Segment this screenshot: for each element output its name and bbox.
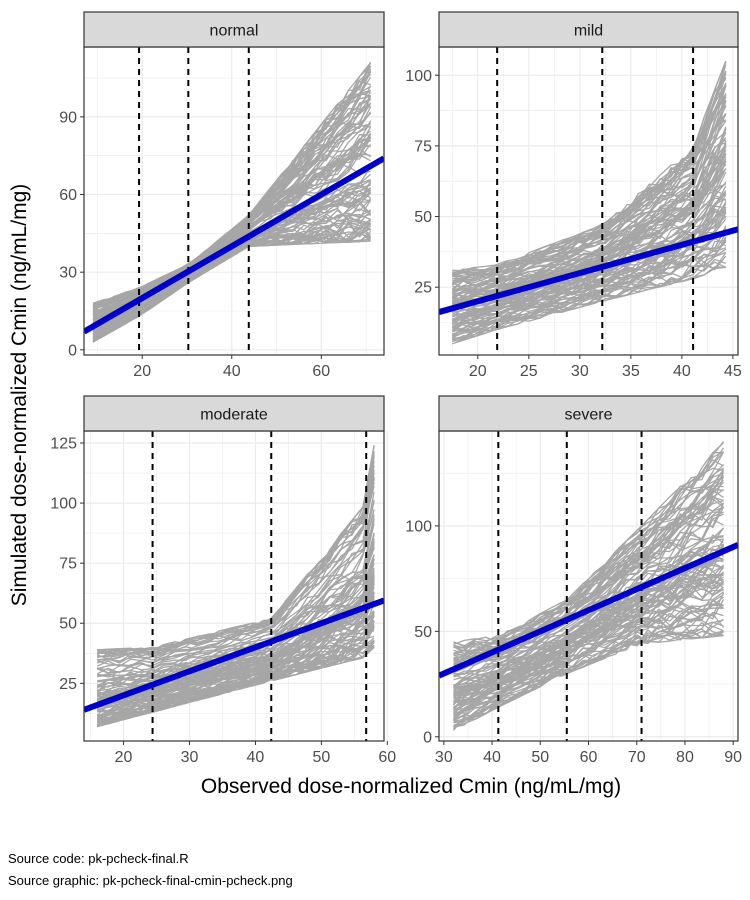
sim-line [452, 60, 727, 275]
x-tick-label: 20 [133, 363, 151, 380]
sim-line [453, 544, 725, 690]
sim-line [96, 509, 375, 675]
facet-strip [438, 11, 739, 48]
y-tick-label: 50 [414, 209, 432, 226]
x-tick-label: 30 [435, 749, 453, 766]
sim-line [97, 624, 375, 714]
sim-line [453, 629, 724, 724]
x-tick-label: 40 [673, 363, 691, 380]
y-tick-label: 60 [59, 187, 77, 204]
x-tick-label: 60 [580, 749, 598, 766]
x-tick-label: 50 [531, 749, 549, 766]
sim-line [96, 620, 375, 722]
sim-line [453, 594, 724, 719]
sim-line [451, 248, 727, 337]
x-tick-label: 30 [181, 749, 199, 766]
y-tick-label: 50 [414, 624, 432, 641]
y-tick-label: 0 [423, 729, 432, 746]
sim-line [452, 128, 727, 298]
sim-line [453, 604, 724, 711]
x-tick-label: 70 [628, 749, 646, 766]
identity-line [84, 597, 384, 713]
sim-line [453, 502, 725, 677]
y-axis-title: Simulated dose-normalized Cmin (ng/mL/mg… [8, 184, 31, 607]
sim-line [453, 543, 724, 688]
identity-line [439, 542, 738, 679]
sim-line [96, 465, 375, 661]
facet-mild: mild 20 25 30 35 40 45 25 50 75 100 [405, 11, 742, 380]
x-tick-label: 80 [676, 749, 694, 766]
y-tick-label: 100 [405, 518, 432, 535]
sim-line [451, 143, 727, 300]
sim-line [97, 542, 375, 692]
sim-line [451, 231, 727, 333]
x-tick-label: 60 [312, 363, 330, 380]
sim-line [453, 545, 724, 688]
y-tick-label: 25 [59, 676, 77, 693]
sim-line [92, 62, 372, 304]
simulated-lines [96, 445, 375, 728]
sim-line [453, 611, 724, 723]
sim-line [96, 542, 375, 687]
x-tick-label: 35 [622, 363, 640, 380]
identity-line [439, 226, 738, 315]
y-tick-label: 100 [405, 68, 432, 85]
sim-line [97, 476, 375, 667]
sim-line [97, 478, 375, 659]
panel-grid [84, 431, 388, 741]
x-tick-label: 45 [724, 363, 742, 380]
facet-strip-label: mild [574, 23, 603, 40]
x-axis-title: Observed dose-normalized Cmin (ng/mL/mg) [201, 775, 621, 798]
y-tick-label: 30 [59, 265, 77, 282]
sim-line [97, 501, 375, 673]
x-tick-label: 30 [571, 363, 589, 380]
x-tick-label: 60 [378, 749, 396, 766]
facet-moderate: moderate 20 30 40 50 60 25 50 75 100 125 [50, 395, 396, 766]
sim-line [97, 646, 375, 724]
facet-normal: normal 20 40 60 0 30 60 90 [59, 11, 385, 380]
sim-line [451, 61, 727, 276]
sim-line [453, 625, 724, 728]
x-tick-label: 40 [247, 749, 265, 766]
sim-line [452, 85, 727, 286]
x-tick-label: 20 [469, 363, 487, 380]
x-tick-label: 25 [520, 363, 538, 380]
facet-severe: severe 30 40 50 60 70 80 90 0 50 100 [405, 395, 742, 766]
x-tick-label: 90 [724, 749, 742, 766]
sim-line [452, 197, 726, 322]
sim-line [97, 586, 375, 708]
source-code-caption: Source code: pk-pcheck-final.R [8, 851, 189, 866]
sim-line [453, 459, 724, 654]
sim-line [97, 615, 375, 713]
y-tick-label: 75 [414, 138, 432, 155]
sim-line [453, 592, 725, 716]
facet-strip [83, 395, 385, 432]
facet-strip-label: moderate [200, 407, 268, 424]
sim-line [97, 592, 375, 707]
sim-line [97, 592, 375, 708]
y-tick-label: 25 [414, 280, 432, 297]
x-tick-label: 40 [223, 363, 241, 380]
facet-strip [438, 395, 739, 432]
x-tick-label: 20 [115, 749, 133, 766]
y-tick-label: 90 [59, 109, 77, 126]
sim-line [96, 445, 375, 656]
facet-strip-label: severe [564, 407, 612, 424]
y-tick-label: 100 [50, 496, 77, 513]
y-tick-label: 125 [50, 436, 77, 453]
sim-line [452, 261, 727, 342]
x-tick-label: 40 [483, 749, 501, 766]
source-graphic-caption: Source graphic: pk-pcheck-final-cmin-pch… [8, 873, 293, 888]
facet-strip [83, 11, 385, 48]
y-tick-label: 75 [59, 556, 77, 573]
y-tick-label: 50 [59, 616, 77, 633]
identity-line [84, 155, 384, 335]
x-tick-label: 50 [312, 749, 330, 766]
facet-strip-label: normal [210, 23, 259, 40]
sim-line [96, 626, 375, 721]
y-tick-label: 0 [68, 342, 77, 359]
